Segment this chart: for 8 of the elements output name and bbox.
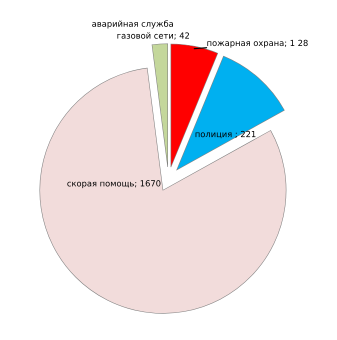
data-label: ; 1 28 xyxy=(284,40,308,47)
slice-label: скорая помощь xyxy=(67,182,134,188)
data-label: ; 42 xyxy=(174,32,189,40)
slice-label: полиция xyxy=(196,132,232,138)
data-label: ; 221 xyxy=(236,130,256,138)
slice-label: аварийная служба газовой сети xyxy=(92,20,174,39)
data-label: ; 1670 xyxy=(134,180,160,188)
slice-label: пожарная охрана xyxy=(207,41,284,48)
